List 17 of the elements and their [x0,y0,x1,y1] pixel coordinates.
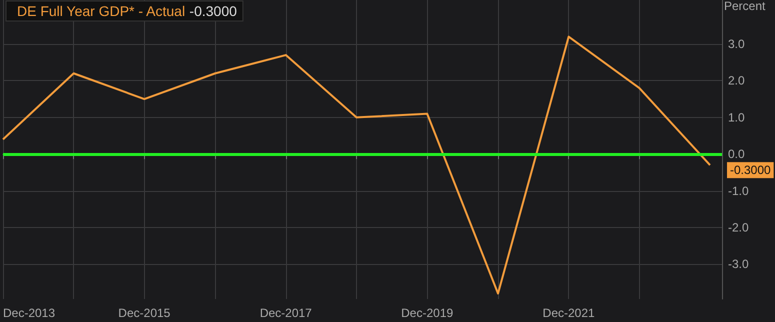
x-tick-label: Dec-2015 [118,306,171,320]
x-tick-label: Dec-2013 [3,306,56,320]
data-label: -0.3000 [730,163,772,178]
y-tick-label: 1.0 [728,110,746,124]
x-tick-label: Dec-2017 [260,306,312,320]
x-tick-label: Dec-2021 [542,306,596,320]
y-tick-label: -2.0 [728,220,750,234]
y-tick-label: -3.0 [728,257,750,272]
x-tick-label: Dec-2019 [401,306,454,320]
line-series [2,36,711,294]
y-tick-label: 2.0 [728,74,746,88]
y-tick-label: 0.0 [728,147,746,162]
y-axis-title: Percent [724,0,766,13]
y-tick-label: 3.0 [728,37,746,52]
y-tick-label: -1.0 [728,184,750,198]
annotation: -0.3000 [189,3,238,19]
text: DE Full Year GDP* - Actual [17,3,186,19]
